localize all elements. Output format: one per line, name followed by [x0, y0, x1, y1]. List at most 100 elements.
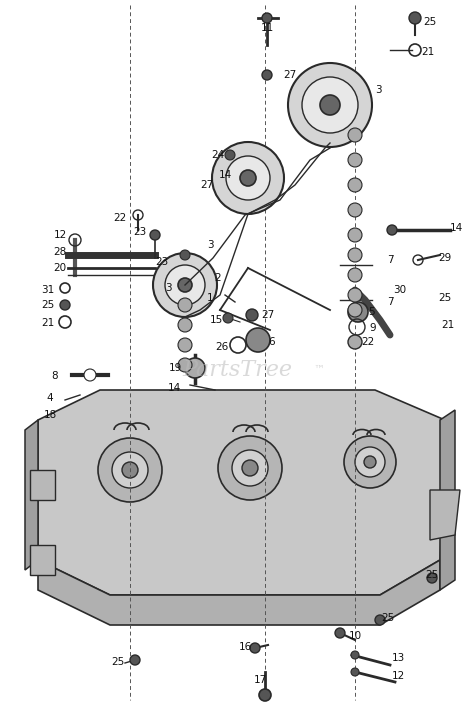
Text: 4: 4	[46, 393, 53, 403]
Polygon shape	[38, 560, 440, 625]
Circle shape	[364, 456, 376, 468]
Polygon shape	[30, 545, 55, 575]
Circle shape	[348, 248, 362, 262]
Circle shape	[240, 170, 256, 186]
Text: 27: 27	[201, 180, 214, 190]
Text: 25: 25	[41, 300, 55, 310]
Circle shape	[375, 615, 385, 625]
Text: 23: 23	[133, 227, 146, 237]
Circle shape	[246, 309, 258, 321]
Text: PartsTree: PartsTree	[182, 359, 292, 381]
Text: 2: 2	[215, 273, 221, 283]
Text: 29: 29	[438, 253, 452, 263]
Polygon shape	[440, 410, 455, 590]
Circle shape	[130, 655, 140, 665]
Text: 13: 13	[392, 653, 405, 663]
Polygon shape	[430, 490, 460, 540]
Text: 22: 22	[113, 213, 127, 223]
Text: 21: 21	[41, 318, 55, 328]
Text: 7: 7	[387, 255, 393, 265]
Circle shape	[302, 77, 358, 133]
Text: 18: 18	[44, 410, 56, 420]
Circle shape	[60, 300, 70, 310]
Text: 6: 6	[269, 337, 275, 347]
Circle shape	[320, 95, 340, 115]
Text: 3: 3	[164, 283, 171, 293]
Text: 27: 27	[261, 310, 274, 320]
Circle shape	[259, 689, 271, 701]
Text: 24: 24	[211, 150, 225, 160]
Circle shape	[348, 153, 362, 167]
Circle shape	[112, 452, 148, 488]
Text: 14: 14	[167, 383, 181, 393]
Polygon shape	[25, 420, 38, 570]
Text: ™: ™	[313, 365, 324, 375]
Text: 12: 12	[392, 671, 405, 681]
Circle shape	[180, 250, 190, 260]
Circle shape	[348, 302, 368, 322]
Circle shape	[98, 438, 162, 502]
Circle shape	[223, 313, 233, 323]
Polygon shape	[38, 390, 445, 595]
Circle shape	[387, 225, 397, 235]
Text: 7: 7	[387, 297, 393, 307]
Text: 16: 16	[238, 642, 252, 652]
Text: 11: 11	[260, 23, 273, 33]
Circle shape	[178, 358, 192, 372]
Polygon shape	[30, 470, 55, 500]
Circle shape	[348, 128, 362, 142]
Circle shape	[351, 651, 359, 659]
Text: 5: 5	[369, 307, 375, 317]
Circle shape	[355, 447, 385, 477]
Circle shape	[178, 318, 192, 332]
Text: 3: 3	[374, 85, 381, 95]
Text: 25: 25	[438, 293, 452, 303]
Text: 9: 9	[370, 323, 376, 333]
Circle shape	[335, 628, 345, 638]
Circle shape	[84, 369, 96, 381]
Circle shape	[232, 450, 268, 486]
Text: 14: 14	[219, 170, 232, 180]
Text: 1: 1	[207, 293, 213, 303]
Text: 15: 15	[210, 315, 223, 325]
Text: 19: 19	[168, 363, 182, 373]
Circle shape	[348, 203, 362, 217]
Text: 26: 26	[215, 342, 228, 352]
Text: 3: 3	[207, 240, 213, 250]
Circle shape	[409, 12, 421, 24]
Circle shape	[348, 178, 362, 192]
Circle shape	[351, 668, 359, 676]
Circle shape	[262, 13, 272, 23]
Circle shape	[122, 462, 138, 478]
Text: 21: 21	[421, 47, 435, 57]
Text: 17: 17	[254, 675, 266, 685]
Circle shape	[348, 228, 362, 242]
Circle shape	[178, 338, 192, 352]
Circle shape	[225, 150, 235, 160]
Text: 20: 20	[54, 263, 66, 273]
Circle shape	[427, 573, 437, 583]
Text: 25: 25	[382, 613, 395, 623]
Text: 12: 12	[54, 230, 67, 240]
Text: 28: 28	[54, 247, 67, 257]
Text: 25: 25	[111, 657, 125, 667]
Circle shape	[150, 230, 160, 240]
Circle shape	[348, 303, 362, 317]
Circle shape	[165, 265, 205, 305]
Circle shape	[153, 253, 217, 317]
Text: 31: 31	[41, 285, 55, 295]
Text: 25: 25	[425, 570, 438, 580]
Text: 27: 27	[283, 70, 297, 80]
Text: 23: 23	[155, 257, 169, 267]
Circle shape	[288, 63, 372, 147]
Text: 30: 30	[393, 285, 407, 295]
Circle shape	[246, 328, 270, 352]
Circle shape	[262, 70, 272, 80]
Circle shape	[218, 436, 282, 500]
Circle shape	[250, 643, 260, 653]
Circle shape	[178, 278, 192, 292]
Text: 14: 14	[449, 223, 463, 233]
Circle shape	[344, 436, 396, 488]
Text: 22: 22	[361, 337, 374, 347]
Circle shape	[242, 460, 258, 476]
